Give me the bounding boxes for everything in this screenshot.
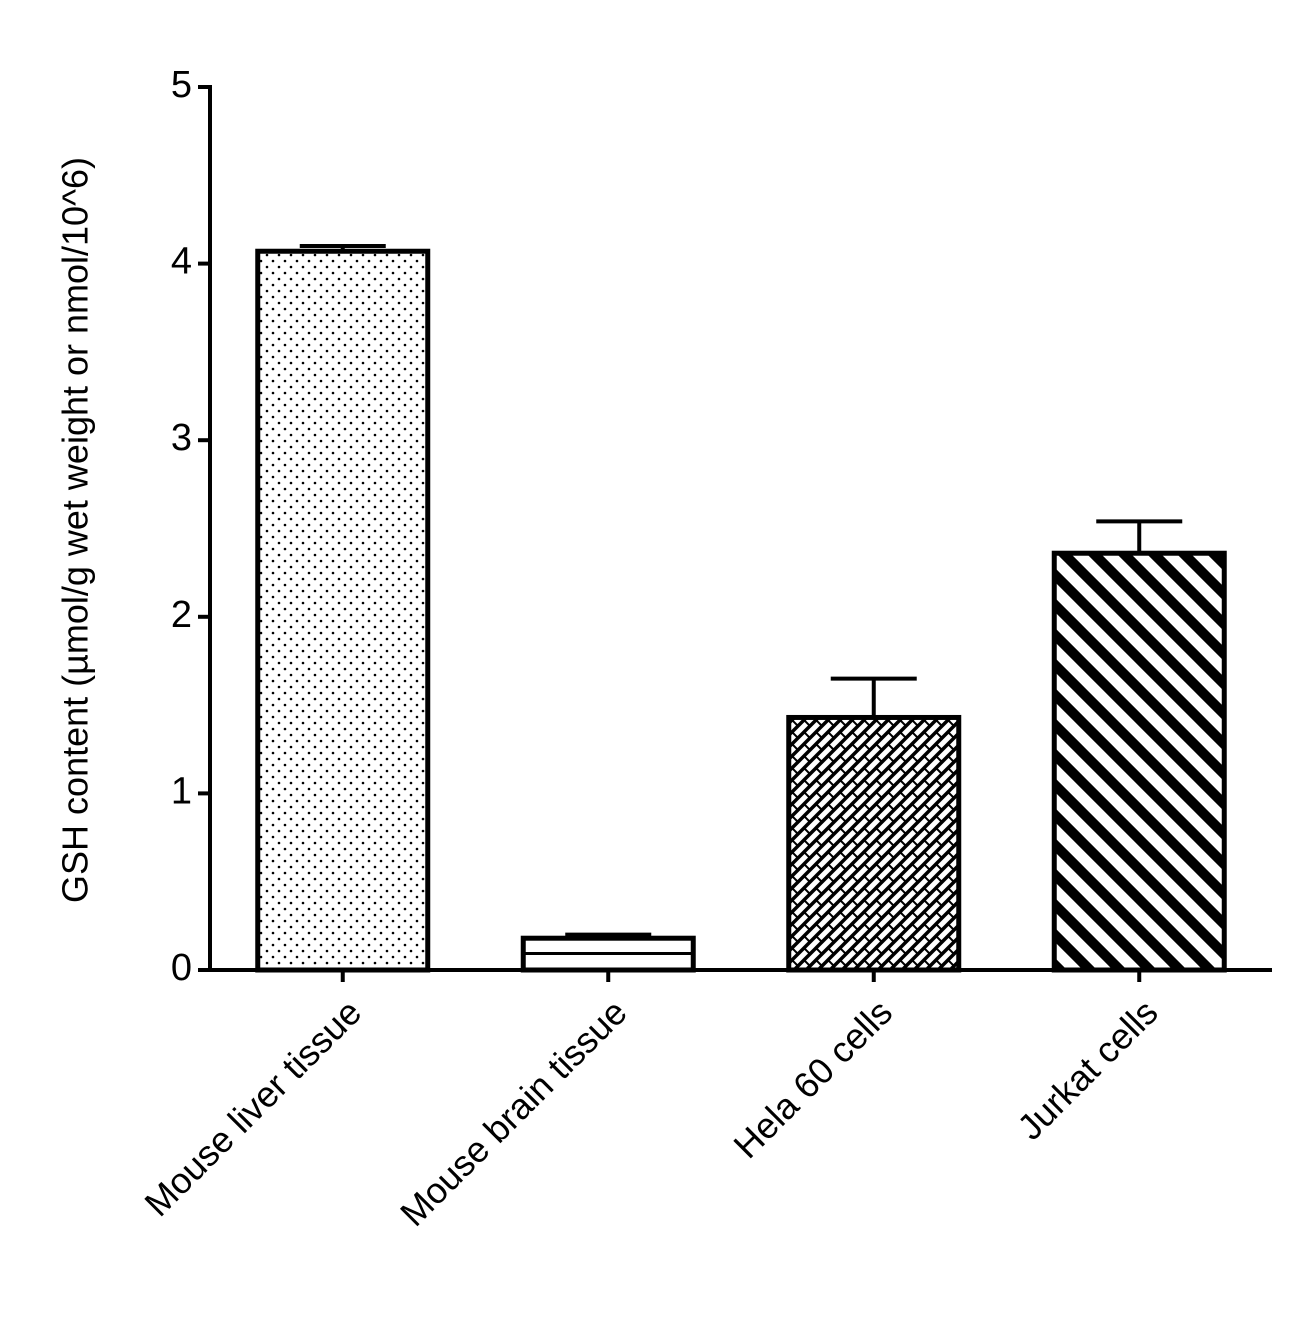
bar — [255, 248, 431, 973]
y-tick-label: 5 — [171, 64, 192, 106]
x-tick-label: Hela 60 cells — [725, 991, 900, 1166]
y-tick-label: 2 — [171, 594, 192, 636]
x-tick-label: Mouse brain tissue — [392, 991, 635, 1234]
y-tick-label: 1 — [171, 770, 192, 812]
y-tick-label: 0 — [171, 947, 192, 989]
y-tick-label: 3 — [171, 417, 192, 459]
x-tick-label: Mouse liver tissue — [136, 991, 369, 1224]
bar — [786, 714, 962, 973]
y-tick-label: 4 — [171, 241, 192, 283]
bar — [520, 935, 696, 973]
bar — [1051, 550, 1227, 973]
y-axis-label: GSH content (µmol/g wet weight or nmol/1… — [55, 157, 96, 903]
x-tick-label: Jurkat cells — [1009, 991, 1165, 1147]
